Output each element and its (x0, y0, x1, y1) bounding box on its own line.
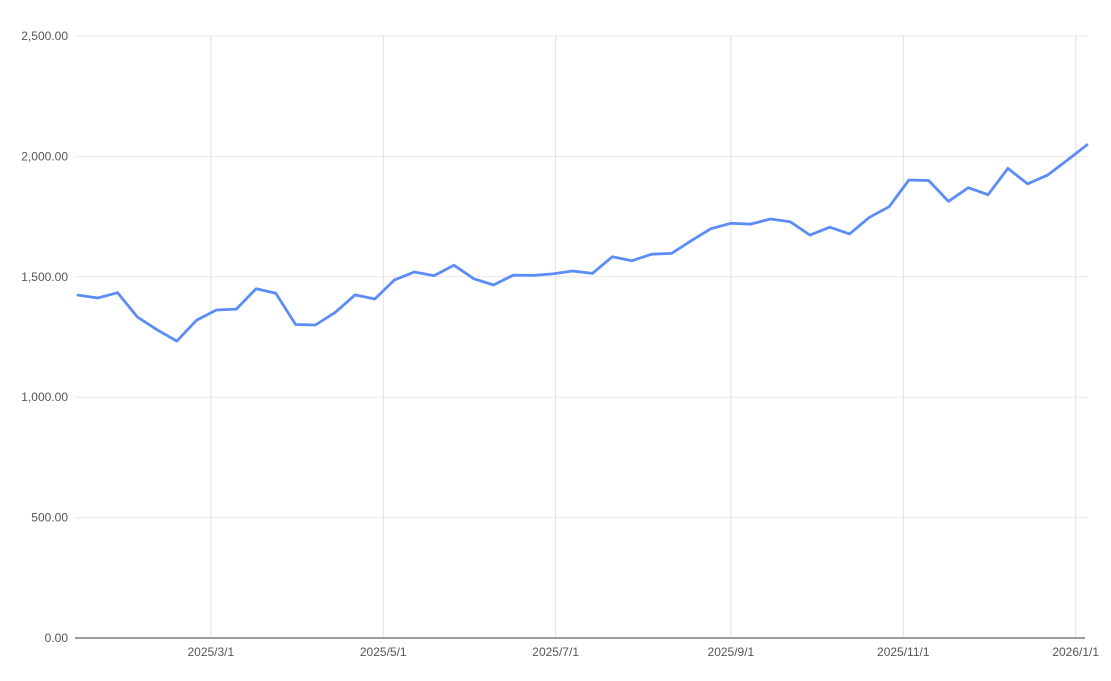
y-axis-tick-label: 2,500.00 (21, 29, 68, 43)
y-axis-tick-label: 0.00 (45, 631, 69, 645)
x-axis-tick-label: 2025/9/1 (708, 645, 755, 659)
y-axis-tick-label: 2,000.00 (21, 149, 68, 163)
x-axis-tick-label: 2025/3/1 (187, 645, 234, 659)
x-axis-tick-label: 2025/5/1 (360, 645, 407, 659)
y-axis-tick-label: 500.00 (31, 511, 68, 525)
x-axis-tick-label: 2025/11/1 (877, 645, 930, 659)
y-axis-tick-label: 1,000.00 (21, 390, 68, 404)
x-axis-tick-label: 2025/7/1 (532, 645, 579, 659)
y-axis-tick-label: 1,500.00 (21, 270, 68, 284)
x-axis-tick-label: 2026/1/1 (1052, 645, 1099, 659)
series-line (76, 143, 1089, 343)
